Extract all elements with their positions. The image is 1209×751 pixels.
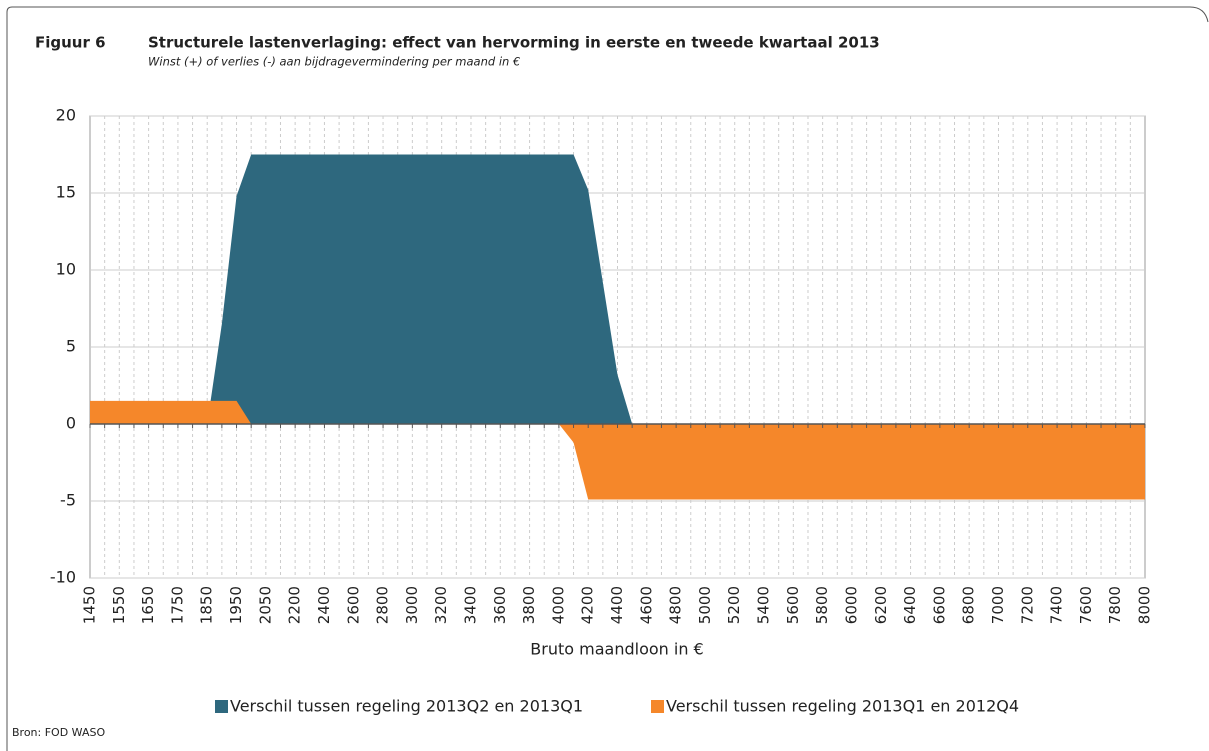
x-tick-label: 5400 xyxy=(755,586,773,624)
x-tick-label: 5800 xyxy=(813,586,831,624)
x-tick-label: 4800 xyxy=(667,586,685,624)
x-tick-label: 1950 xyxy=(227,586,245,624)
y-tick-label: 5 xyxy=(66,337,76,356)
legend-label: Verschil tussen regeling 2013Q1 en 2012Q… xyxy=(666,697,1019,716)
x-tick-label: 5000 xyxy=(696,586,714,624)
x-tick-label: 4200 xyxy=(579,586,597,624)
chart-title: Structurele lastenverlaging: effect van … xyxy=(148,34,880,52)
x-tick-label: 1550 xyxy=(110,586,128,624)
x-tick-label: 3000 xyxy=(403,586,421,624)
x-tick-label: 1750 xyxy=(168,586,186,624)
x-tick-label: 7400 xyxy=(1048,586,1066,624)
source: Bron: FOD WASO xyxy=(12,726,105,739)
y-tick-label: 20 xyxy=(56,106,76,125)
y-tick-label: -5 xyxy=(60,491,76,510)
x-tick-label: 4000 xyxy=(549,586,567,624)
x-tick-label: 8000 xyxy=(1136,586,1154,624)
y-tick-label: 10 xyxy=(56,260,76,279)
x-tick-label: 6400 xyxy=(901,586,919,624)
x-tick-label: 7200 xyxy=(1018,586,1036,624)
x-tick-label: 5600 xyxy=(784,586,802,624)
x-tick-label: 7800 xyxy=(1106,586,1124,624)
x-tick-label: 4600 xyxy=(637,586,655,624)
x-tick-label: 2600 xyxy=(344,586,362,624)
legend-label: Verschil tussen regeling 2013Q2 en 2013Q… xyxy=(230,697,583,716)
x-axis-label: Bruto maandloon in € xyxy=(530,640,703,659)
x-tick-label: 3800 xyxy=(520,586,538,624)
x-tick-label: 6200 xyxy=(872,586,890,624)
x-tick-label: 5200 xyxy=(725,586,743,624)
legend-swatch xyxy=(215,700,228,713)
legend-swatch xyxy=(651,700,664,713)
x-tick-label: 2050 xyxy=(256,586,274,624)
x-tick-label: 2400 xyxy=(315,586,333,624)
x-tick-label: 1450 xyxy=(81,586,99,624)
x-tick-label: 3200 xyxy=(432,586,450,624)
area xyxy=(90,154,1145,424)
chart-subtitle: Winst (+) of verlies (-) aan bijdragever… xyxy=(148,55,520,69)
y-tick-label: -10 xyxy=(50,568,76,587)
x-tick-label: 7600 xyxy=(1077,586,1095,624)
y-tick-label: 15 xyxy=(56,183,76,202)
x-tick-label: 6000 xyxy=(842,586,860,624)
x-tick-label: 6600 xyxy=(930,586,948,624)
x-tick-label: 6800 xyxy=(960,586,978,624)
x-tick-label: 3400 xyxy=(461,586,479,624)
x-tick-label: 2200 xyxy=(286,586,304,624)
x-tick-label: 1650 xyxy=(139,586,157,624)
x-tick-label: 4400 xyxy=(608,586,626,624)
figure-label: Figuur 6 xyxy=(35,34,106,52)
x-tick-label: 1850 xyxy=(198,586,216,624)
x-tick-label: 7000 xyxy=(989,586,1007,624)
x-tick-label: 2800 xyxy=(374,586,392,624)
x-tick-label: 3600 xyxy=(491,586,509,624)
y-tick-label: 0 xyxy=(66,414,76,433)
frame xyxy=(6,6,1209,751)
